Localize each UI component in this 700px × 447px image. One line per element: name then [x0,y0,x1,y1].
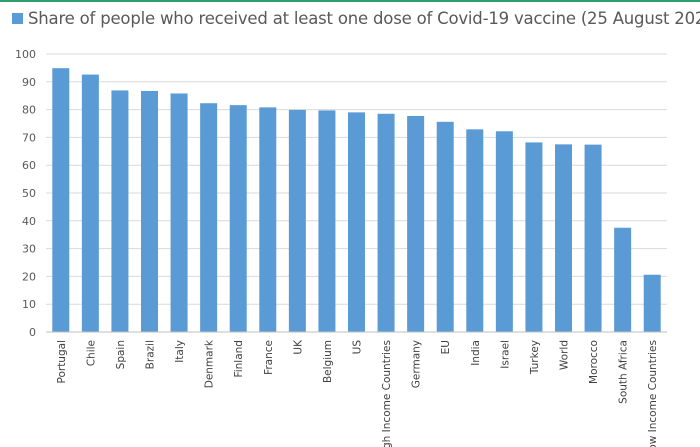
bar [171,93,188,332]
bar [555,144,572,332]
y-tick-label: 100 [15,48,36,61]
bar [614,228,631,332]
y-tick-label: 0 [29,326,36,339]
bar [259,107,276,332]
x-tick-label: World [559,340,571,370]
y-tick-label: 40 [22,215,36,228]
x-tick-label: Finland [233,340,245,378]
x-tick-label: US [352,340,364,355]
bar [82,75,99,332]
bar [466,129,483,332]
x-tick-label: Morocco [588,340,600,384]
bar [525,142,542,332]
bar [348,112,365,332]
x-tick-label: France [263,340,275,375]
y-tick-label: 90 [22,76,36,89]
x-tick-label: Chile [85,340,97,366]
y-tick-label: 50 [22,187,36,200]
bar [407,116,424,332]
bar [141,91,158,332]
x-tick-label: Israel [499,340,511,369]
bar [378,114,395,332]
bar [230,105,247,332]
x-tick-label: South Africa [618,340,630,404]
x-tick-label: Spain [115,340,127,369]
y-tick-label: 60 [22,159,36,172]
bar [318,110,335,332]
bar [437,122,454,332]
x-tick-label: Germany [411,340,423,388]
bar [200,103,217,332]
x-tick-label: Brazil [145,340,157,369]
x-tick-label: Low Income Countries [647,340,659,447]
x-tick-label: Denmark [204,339,216,388]
y-tick-label: 10 [22,298,36,311]
x-tick-label: UK [292,339,304,355]
x-tick-label: India [470,340,482,366]
bar [585,145,602,332]
bar [644,275,661,332]
bar [496,131,513,332]
y-tick-label: 70 [22,131,36,144]
x-tick-label: High Income Countries [381,340,393,447]
x-tick-label: Belgium [322,340,334,383]
bar [289,110,306,332]
y-tick-label: 30 [22,243,36,256]
bar [111,90,128,332]
x-tick-label: Portugal [56,340,68,384]
x-tick-label: EU [440,340,452,354]
x-tick-label: Turkey [529,340,541,375]
y-tick-label: 20 [22,270,36,283]
bar [52,68,69,332]
x-tick-label: Italy [174,340,186,363]
y-tick-label: 80 [22,104,36,117]
